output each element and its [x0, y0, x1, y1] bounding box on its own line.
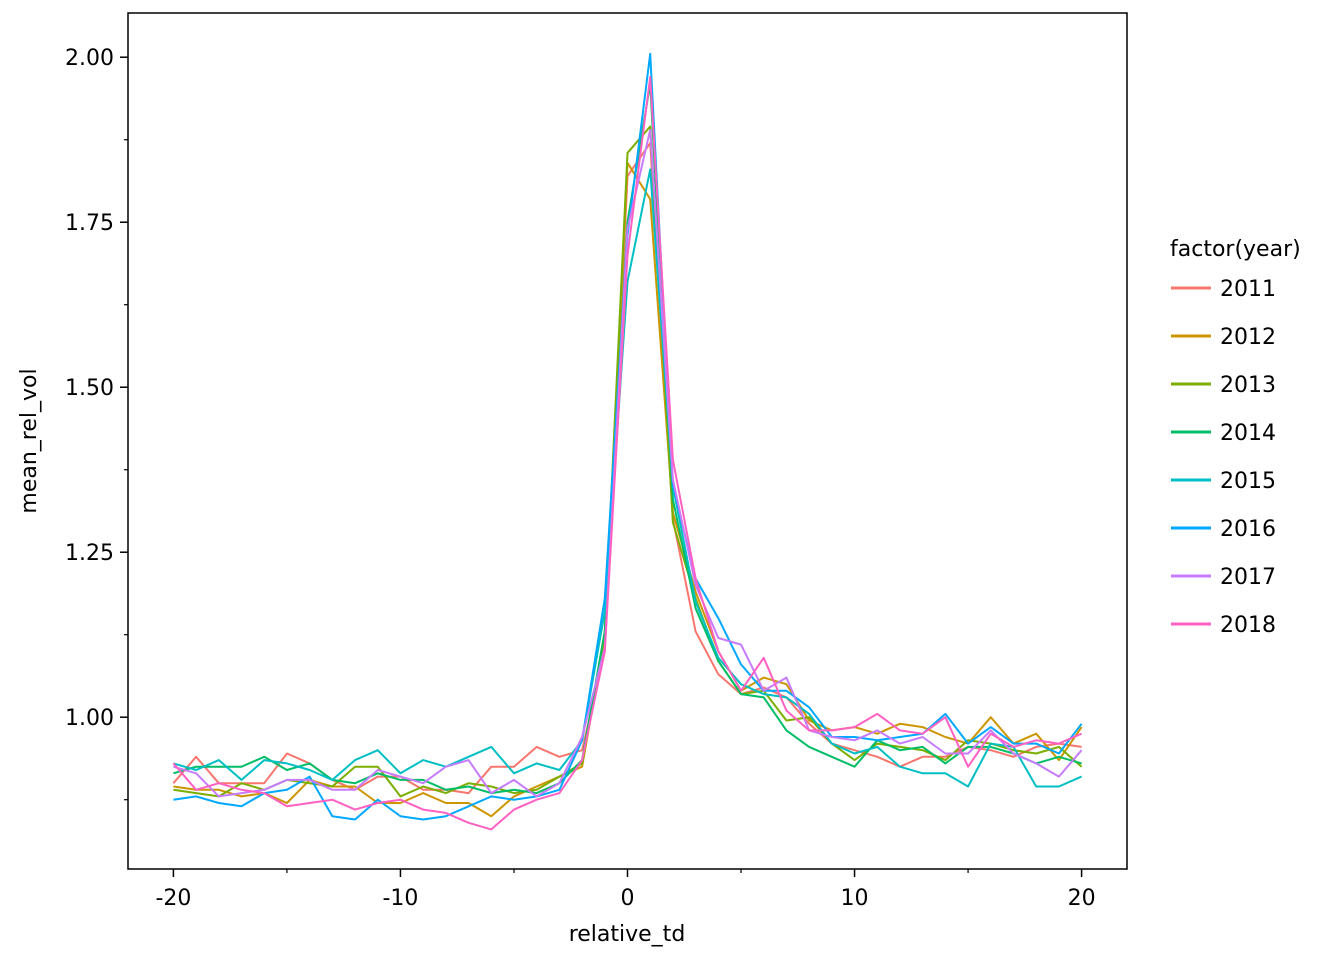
- legend-label-2016: 2016: [1220, 517, 1276, 542]
- y-tick-label: 1.25: [65, 541, 114, 566]
- legend-label-2012: 2012: [1220, 325, 1276, 350]
- plot-lines: [172, 52, 1083, 831]
- legend-label-2013: 2013: [1220, 373, 1276, 398]
- legend-label-2015: 2015: [1220, 469, 1276, 494]
- y-tick-label: 1.50: [65, 376, 114, 401]
- y-tick-label: 1.75: [65, 211, 114, 236]
- legend-label-2017: 2017: [1220, 565, 1276, 590]
- x-tick-label: 0: [621, 886, 635, 911]
- y-axis: 1.00 1.25 1.50 1.75 2.00: [65, 46, 128, 801]
- series-line-2018: [172, 76, 1082, 831]
- x-axis-title: relative_td: [569, 922, 686, 947]
- x-tick-label: -10: [382, 886, 418, 911]
- series-line-2015: [173, 168, 1082, 788]
- x-tick-label: 20: [1068, 886, 1096, 911]
- legend-label-2018: 2018: [1220, 613, 1276, 638]
- legend-label-2014: 2014: [1220, 421, 1276, 446]
- y-tick-label: 2.00: [65, 46, 114, 71]
- x-tick-label: 10: [841, 886, 869, 911]
- series-line-2014: [173, 82, 1082, 795]
- legend-label-2011: 2011: [1220, 277, 1276, 302]
- legend-title: factor(year): [1170, 237, 1301, 262]
- y-axis-title: mean_rel_vol: [17, 368, 42, 513]
- x-tick-label: -20: [155, 886, 191, 911]
- series-line-2017: [173, 128, 1083, 798]
- y-tick-label: 1.00: [65, 706, 114, 731]
- legend: factor(year) 2011 2012 2013 2014 2015 2016 201…: [1170, 237, 1301, 638]
- x-axis: -20 -10 0 10 20: [155, 869, 1096, 911]
